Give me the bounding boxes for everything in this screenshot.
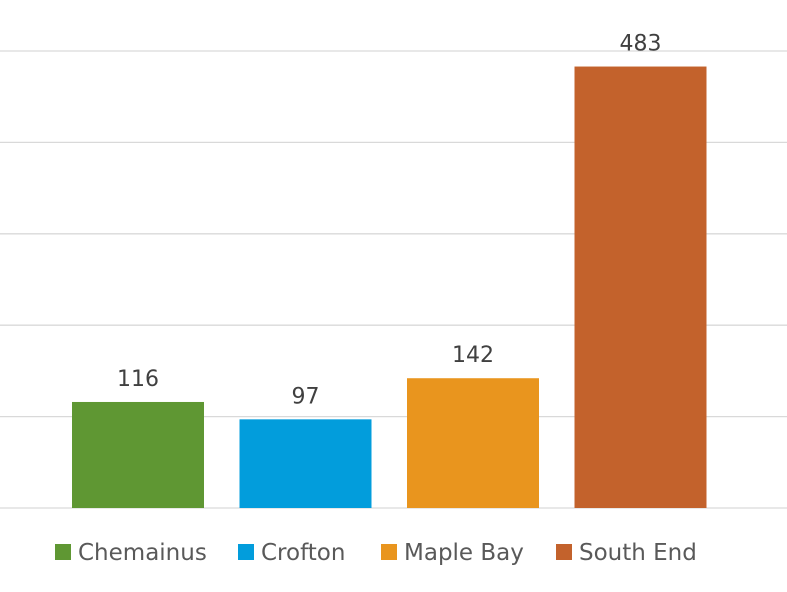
legend: Chemainus Crofton Maple Bay South End — [55, 540, 697, 566]
data-label-crofton: 97 — [292, 384, 320, 409]
bar-south-end — [574, 66, 707, 509]
legend-label-maple-bay: Maple Bay — [404, 540, 524, 566]
legend-swatch-chemainus — [55, 544, 71, 560]
data-labels: 116 97 142 483 — [117, 32, 662, 410]
data-label-maple-bay: 142 — [452, 343, 494, 368]
bar-crofton — [239, 419, 372, 508]
legend-swatch-south-end — [556, 544, 572, 560]
data-label-chemainus: 116 — [117, 367, 159, 392]
bar-chemainus — [72, 401, 204, 508]
legend-label-chemainus: Chemainus — [78, 540, 207, 566]
data-label-south-end: 483 — [620, 32, 662, 57]
legend-swatch-crofton — [238, 544, 254, 560]
legend-swatch-maple-bay — [381, 544, 397, 560]
legend-label-south-end: South End — [579, 540, 697, 566]
bars — [72, 66, 707, 509]
bar-maple-bay — [407, 378, 539, 508]
legend-label-crofton: Crofton — [261, 540, 345, 566]
